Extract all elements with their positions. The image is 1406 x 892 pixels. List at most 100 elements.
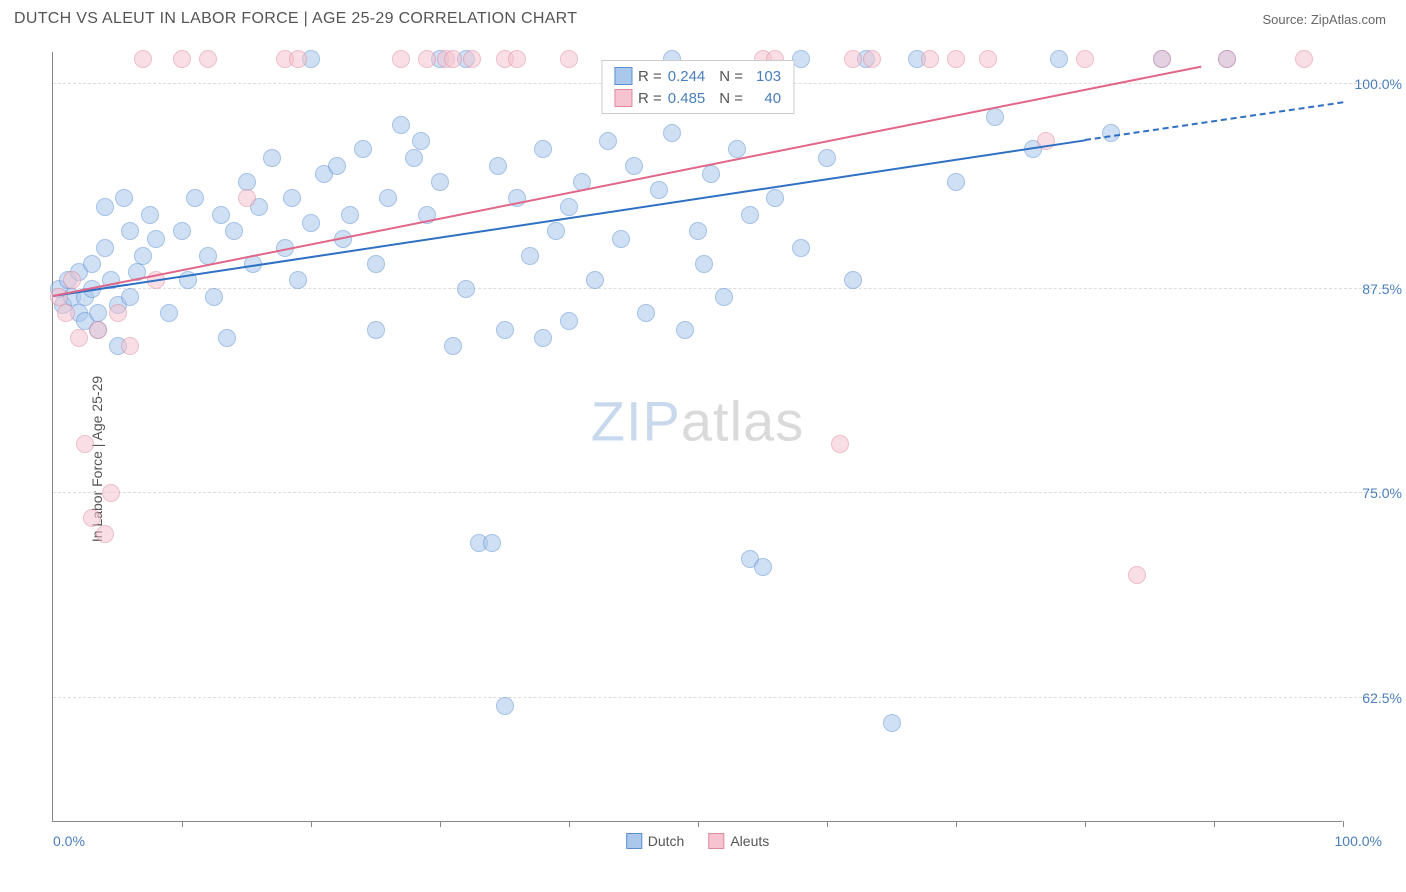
scatter-point <box>186 189 204 207</box>
x-tick <box>311 821 312 827</box>
scatter-point <box>134 247 152 265</box>
legend-r-value: 0.244 <box>668 68 706 85</box>
scatter-point <box>1295 50 1313 68</box>
scatter-point <box>121 222 139 240</box>
trend-line <box>53 139 1085 297</box>
y-tick-label: 75.0% <box>1362 485 1402 501</box>
scatter-point <box>121 288 139 306</box>
legend-item: Dutch <box>626 833 685 849</box>
scatter-point <box>921 50 939 68</box>
series-legend: DutchAleuts <box>626 833 770 849</box>
scatter-point <box>689 222 707 240</box>
scatter-point <box>354 140 372 158</box>
x-tick <box>956 821 957 827</box>
scatter-point <box>96 525 114 543</box>
scatter-point <box>431 173 449 191</box>
scatter-point <box>57 304 75 322</box>
scatter-point <box>392 116 410 134</box>
scatter-point <box>560 50 578 68</box>
chart-title: DUTCH VS ALEUT IN LABOR FORCE | AGE 25-2… <box>14 10 577 28</box>
legend-series-name: Dutch <box>648 833 685 849</box>
scatter-point <box>238 189 256 207</box>
scatter-point <box>463 50 481 68</box>
scatter-point <box>792 50 810 68</box>
scatter-point <box>444 337 462 355</box>
scatter-point <box>637 304 655 322</box>
scatter-point <box>844 271 862 289</box>
scatter-point <box>979 50 997 68</box>
scatter-point <box>1102 124 1120 142</box>
scatter-point <box>76 435 94 453</box>
scatter-point <box>392 50 410 68</box>
legend-r-value: 0.485 <box>668 90 706 107</box>
legend-n-value: 40 <box>749 90 781 107</box>
scatter-point <box>199 50 217 68</box>
y-tick-label: 87.5% <box>1362 281 1402 297</box>
correlation-legend: R =0.244N =103R =0.485N =40 <box>601 60 794 114</box>
gridline <box>53 492 1382 493</box>
gridline <box>53 697 1382 698</box>
scatter-point <box>663 124 681 142</box>
scatter-point <box>1153 50 1171 68</box>
scatter-point <box>418 50 436 68</box>
scatter-point <box>792 239 810 257</box>
x-tick <box>1214 821 1215 827</box>
scatter-point <box>547 222 565 240</box>
scatter-point <box>534 140 552 158</box>
watermark: ZIPatlas <box>591 389 804 454</box>
scatter-point <box>715 288 733 306</box>
scatter-point <box>109 304 127 322</box>
scatter-point <box>947 173 965 191</box>
scatter-point <box>508 50 526 68</box>
scatter-point <box>289 271 307 289</box>
legend-swatch <box>708 833 724 849</box>
scatter-point <box>160 304 178 322</box>
scatter-point <box>444 50 462 68</box>
scatter-point <box>63 271 81 289</box>
scatter-point <box>412 132 430 150</box>
legend-n-label: N = <box>719 90 743 107</box>
scatter-point <box>831 435 849 453</box>
watermark-zip: ZIP <box>591 390 681 453</box>
legend-n-label: N = <box>719 68 743 85</box>
scatter-point <box>863 50 881 68</box>
legend-swatch <box>614 89 632 107</box>
scatter-point <box>121 337 139 355</box>
x-tick <box>1085 821 1086 827</box>
x-axis-label-left: 0.0% <box>53 833 85 849</box>
scatter-point <box>483 534 501 552</box>
x-tick <box>569 821 570 827</box>
scatter-point <box>134 50 152 68</box>
gridline <box>53 288 1382 289</box>
scatter-point <box>754 558 772 576</box>
trend-line <box>1085 101 1343 141</box>
legend-r-label: R = <box>638 90 662 107</box>
source-label: Source: ZipAtlas.com <box>1262 12 1386 27</box>
chart-container: In Labor Force | Age 25-29 ZIPatlas 62.5… <box>14 40 1392 878</box>
scatter-point <box>218 329 236 347</box>
scatter-point <box>1076 50 1094 68</box>
scatter-point <box>289 50 307 68</box>
x-tick <box>440 821 441 827</box>
scatter-point <box>102 484 120 502</box>
plot-area: ZIPatlas 62.5%75.0%87.5%100.0%0.0%100.0%… <box>52 52 1342 822</box>
scatter-point <box>173 222 191 240</box>
scatter-point <box>521 247 539 265</box>
scatter-point <box>225 222 243 240</box>
scatter-point <box>238 173 256 191</box>
scatter-point <box>141 206 159 224</box>
x-tick <box>1343 821 1344 827</box>
scatter-point <box>1050 50 1068 68</box>
scatter-point <box>96 198 114 216</box>
scatter-point <box>702 165 720 183</box>
scatter-point <box>70 329 88 347</box>
scatter-point <box>405 149 423 167</box>
scatter-point <box>650 181 668 199</box>
scatter-point <box>367 255 385 273</box>
scatter-point <box>695 255 713 273</box>
scatter-point <box>205 288 223 306</box>
legend-n-value: 103 <box>749 68 781 85</box>
legend-swatch <box>626 833 642 849</box>
scatter-point <box>741 206 759 224</box>
scatter-point <box>496 697 514 715</box>
